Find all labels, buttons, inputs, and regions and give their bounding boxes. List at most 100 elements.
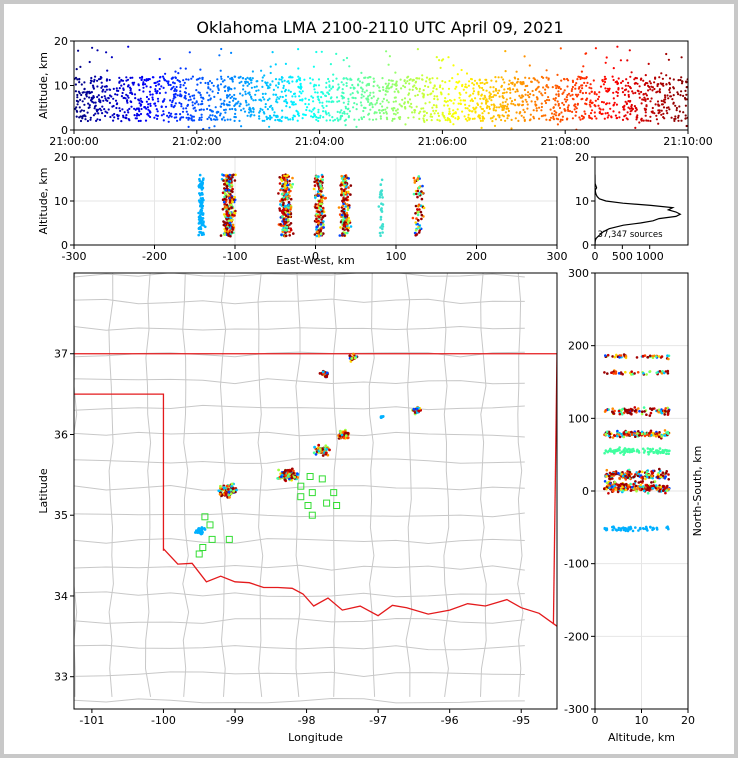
- ns-point: [652, 484, 655, 487]
- time-altitude-point: [240, 125, 243, 128]
- time-altitude-point: [385, 111, 388, 114]
- ns-point: [642, 489, 646, 493]
- time-altitude-point: [361, 88, 364, 91]
- time-altitude-point: [550, 112, 554, 115]
- plan-point: [203, 527, 206, 530]
- time-altitude-point: [289, 76, 293, 79]
- ns-point: [650, 484, 653, 488]
- time-altitude-point: [630, 109, 633, 112]
- ew-point: [380, 193, 383, 197]
- ew-point: [339, 183, 343, 186]
- plan-xtick-label: -95: [512, 714, 530, 727]
- hist-xtick-label: 500: [612, 250, 633, 263]
- time-altitude-point: [97, 94, 100, 97]
- time-altitude-point: [316, 95, 319, 98]
- time-altitude-point: [413, 111, 416, 114]
- lma-station: [308, 511, 316, 519]
- time-altitude-point: [507, 107, 510, 110]
- time-altitude-point: [669, 95, 673, 98]
- time-altitude-point: [140, 100, 143, 103]
- time-altitude-point: [542, 76, 545, 79]
- time-altitude-point: [589, 101, 592, 104]
- ns-point: [654, 449, 658, 452]
- time-altitude-point: [673, 117, 676, 121]
- time-altitude-point: [651, 106, 654, 110]
- time-altitude-point: [214, 118, 217, 121]
- ew-point: [284, 178, 288, 182]
- time-altitude-point: [76, 93, 79, 97]
- time-altitude-point: [589, 112, 593, 115]
- time-altitude-point: [500, 118, 503, 122]
- ns-point: [651, 528, 654, 532]
- time-altitude-point: [505, 105, 509, 108]
- ew-point: [201, 213, 204, 216]
- time-altitude-point: [506, 117, 509, 120]
- time-altitude-point: [162, 119, 165, 122]
- time-altitude-point: [657, 122, 660, 125]
- ns-point: [649, 525, 652, 529]
- time-altitude-point: [179, 90, 182, 93]
- time-altitude-point: [684, 89, 687, 92]
- ns-point: [652, 434, 655, 437]
- time-altitude-point: [509, 97, 512, 100]
- time-altitude-point: [385, 50, 388, 53]
- time-altitude-point: [153, 102, 157, 105]
- ns-point: [637, 407, 640, 410]
- ew-point: [320, 186, 323, 190]
- time-altitude-point: [381, 86, 385, 89]
- time-altitude-point: [643, 96, 646, 99]
- time-altitude-point: [454, 87, 457, 90]
- time-altitude-point: [84, 118, 87, 121]
- time-altitude-point: [378, 111, 381, 114]
- time-altitude-point: [131, 76, 134, 79]
- time-altitude-point: [268, 125, 271, 128]
- time-altitude-point: [245, 104, 248, 107]
- time-altitude-point: [116, 102, 119, 105]
- time-altitude-point: [162, 86, 165, 89]
- time-altitude-point: [248, 91, 251, 94]
- time-altitude-point: [275, 98, 278, 101]
- time-altitude-point: [680, 56, 683, 59]
- time-altitude-point: [656, 100, 660, 103]
- plan-point: [230, 482, 234, 486]
- time-altitude-point: [220, 102, 223, 105]
- ns-point: [666, 354, 669, 358]
- time-altitude-point: [269, 65, 272, 68]
- ns-point: [611, 449, 615, 453]
- ew-point: [319, 232, 323, 235]
- time-altitude-point: [528, 77, 531, 80]
- time-altitude-point: [510, 118, 513, 121]
- time-altitude-point: [230, 51, 233, 55]
- time-altitude-point: [398, 103, 401, 106]
- time-altitude-point: [672, 86, 675, 89]
- ns-point: [659, 475, 662, 479]
- time-altitude-point: [564, 100, 568, 103]
- ns-point: [640, 487, 644, 491]
- ns-point: [663, 487, 667, 490]
- time-altitude-point: [430, 92, 433, 95]
- ew-point: [199, 186, 203, 189]
- time-altitude-point: [469, 99, 472, 102]
- time-altitude-point: [468, 95, 471, 98]
- ew-point: [342, 198, 346, 201]
- time-altitude-point: [133, 114, 136, 117]
- time-altitude-point: [476, 82, 479, 85]
- time-altitude-point: [604, 87, 607, 90]
- time-altitude-point: [312, 108, 315, 111]
- time-altitude-point: [422, 89, 425, 92]
- time-altitude-point: [139, 119, 142, 122]
- time-altitude-point: [387, 101, 390, 104]
- time-altitude-point: [662, 100, 665, 103]
- ns-point: [603, 480, 607, 483]
- ew-point: [417, 210, 420, 214]
- ew-point: [320, 210, 324, 213]
- plan-xtick-label: -96: [441, 714, 459, 727]
- ns-point: [640, 432, 644, 436]
- time-altitude-point: [642, 93, 645, 96]
- time-altitude-point: [566, 93, 569, 97]
- time-altitude-point: [297, 75, 300, 78]
- ns-point: [615, 529, 619, 532]
- time-altitude-point: [557, 94, 560, 98]
- time-altitude-point: [199, 81, 202, 84]
- ew-point: [379, 234, 382, 237]
